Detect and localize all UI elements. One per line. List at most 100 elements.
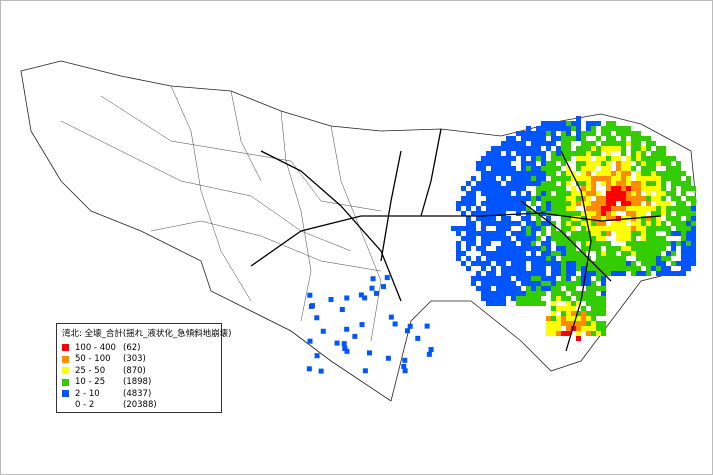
cell bbox=[521, 296, 526, 301]
cell bbox=[631, 196, 636, 201]
cell bbox=[556, 316, 561, 321]
cell bbox=[591, 266, 596, 271]
cell bbox=[496, 151, 501, 156]
cell bbox=[526, 301, 531, 306]
cell bbox=[591, 126, 596, 131]
cell bbox=[471, 261, 476, 266]
cell bbox=[656, 206, 661, 211]
cell bbox=[691, 196, 696, 201]
cell bbox=[686, 176, 691, 181]
cell bbox=[596, 271, 601, 276]
cell bbox=[671, 251, 676, 256]
cell bbox=[611, 171, 616, 176]
cell bbox=[402, 357, 408, 363]
cell bbox=[606, 156, 611, 161]
cell bbox=[476, 166, 481, 171]
cell bbox=[576, 231, 581, 236]
cell bbox=[671, 176, 676, 181]
cell bbox=[571, 311, 576, 316]
cell bbox=[676, 161, 681, 166]
cell bbox=[581, 271, 586, 276]
cell bbox=[501, 186, 506, 191]
cell bbox=[456, 251, 461, 256]
cell bbox=[566, 121, 571, 126]
cell bbox=[491, 266, 496, 271]
cell bbox=[646, 186, 651, 191]
cell bbox=[636, 246, 641, 251]
cell bbox=[661, 246, 666, 251]
cell bbox=[501, 281, 506, 286]
cell bbox=[656, 161, 661, 166]
cell bbox=[606, 216, 611, 221]
cell bbox=[501, 166, 506, 171]
cell bbox=[561, 201, 566, 206]
cell bbox=[661, 171, 666, 176]
cell bbox=[621, 151, 626, 156]
cell bbox=[531, 271, 536, 276]
cell bbox=[636, 221, 641, 226]
cell bbox=[641, 211, 646, 216]
cell bbox=[581, 266, 586, 271]
cell bbox=[556, 326, 561, 331]
cell bbox=[496, 276, 501, 281]
cell bbox=[531, 296, 536, 301]
cell bbox=[496, 291, 501, 296]
cell bbox=[661, 221, 666, 226]
boundaries bbox=[60, 85, 382, 342]
cell bbox=[656, 201, 661, 206]
cell bbox=[576, 116, 581, 121]
cell bbox=[581, 196, 586, 201]
cell bbox=[661, 236, 666, 241]
cell bbox=[536, 266, 541, 271]
cell bbox=[501, 236, 506, 241]
legend-item: 2 - 10 (4837) bbox=[62, 388, 216, 400]
cell bbox=[671, 166, 676, 171]
cell bbox=[636, 156, 641, 161]
cell bbox=[491, 216, 496, 221]
cell bbox=[506, 276, 511, 281]
cell bbox=[581, 136, 586, 141]
cell bbox=[606, 201, 611, 206]
cell bbox=[681, 171, 686, 176]
cell bbox=[631, 221, 636, 226]
legend-count: (4837) bbox=[123, 388, 152, 399]
cell bbox=[561, 141, 566, 146]
cell bbox=[466, 256, 471, 261]
cell bbox=[546, 201, 551, 206]
cell bbox=[576, 236, 581, 241]
cell bbox=[646, 196, 651, 201]
cell bbox=[341, 341, 347, 347]
cell bbox=[461, 196, 466, 201]
cell bbox=[546, 251, 551, 256]
cell bbox=[561, 176, 566, 181]
cell bbox=[571, 196, 576, 201]
cell bbox=[586, 161, 591, 166]
cell bbox=[491, 176, 496, 181]
cell bbox=[691, 206, 696, 211]
cell bbox=[586, 201, 591, 206]
cell bbox=[426, 351, 432, 357]
cell bbox=[591, 161, 596, 166]
cell bbox=[526, 226, 531, 231]
cell bbox=[571, 136, 576, 141]
cell bbox=[491, 191, 496, 196]
cell bbox=[631, 246, 636, 251]
cell bbox=[521, 251, 526, 256]
cell bbox=[516, 206, 521, 211]
cell bbox=[486, 301, 491, 306]
cell bbox=[551, 326, 556, 331]
cell bbox=[576, 126, 581, 131]
cell bbox=[681, 256, 686, 261]
cell bbox=[306, 366, 312, 372]
cell bbox=[476, 256, 481, 261]
cell bbox=[541, 286, 546, 291]
cell bbox=[471, 231, 476, 236]
cell bbox=[691, 236, 696, 241]
cell bbox=[671, 221, 676, 226]
cell bbox=[511, 241, 516, 246]
cell bbox=[481, 251, 486, 256]
cell bbox=[566, 261, 571, 266]
cell bbox=[646, 226, 651, 231]
cell bbox=[606, 171, 611, 176]
cell bbox=[611, 226, 616, 231]
